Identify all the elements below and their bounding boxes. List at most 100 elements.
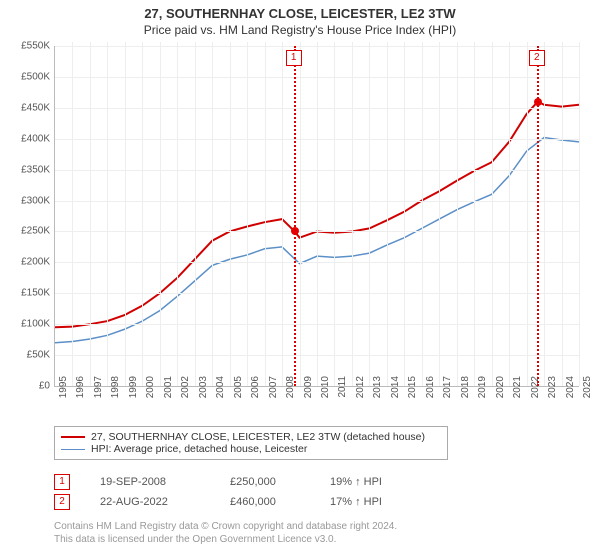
legend-label: 27, SOUTHERNHAY CLOSE, LEICESTER, LE2 3T…: [91, 431, 425, 443]
x-axis-label: 2020: [495, 376, 506, 406]
x-axis-label: 2012: [355, 376, 366, 406]
x-axis-label: 2005: [233, 376, 244, 406]
gridline-v: [247, 42, 248, 386]
y-axis-label: £500K: [2, 71, 50, 82]
x-axis-label: 1999: [128, 376, 139, 406]
gridline-v: [352, 42, 353, 386]
gridline-v: [457, 42, 458, 386]
transaction-marker: 1: [286, 50, 302, 66]
chart-container: 27, SOUTHERNHAY CLOSE, LEICESTER, LE2 3T…: [0, 0, 600, 560]
gridline-v: [317, 42, 318, 386]
footer-line: This data is licensed under the Open Gov…: [54, 533, 397, 546]
transaction-row-marker: 1: [54, 474, 70, 490]
gridline-v: [544, 42, 545, 386]
footer-line: Contains HM Land Registry data © Crown c…: [54, 520, 397, 533]
y-axis-label: £100K: [2, 319, 50, 330]
gridline-v: [265, 42, 266, 386]
transaction-marker: 2: [529, 50, 545, 66]
gridline-v: [527, 42, 528, 386]
gridline-v: [579, 42, 580, 386]
transaction-pct: 19% ↑ HPI: [330, 476, 420, 488]
x-axis-label: 2011: [337, 376, 348, 406]
x-axis-label: 2003: [198, 376, 209, 406]
gridline-v: [212, 42, 213, 386]
gridline-v: [369, 42, 370, 386]
x-axis-label: 2010: [320, 376, 331, 406]
plot-area: [54, 46, 579, 387]
gridline-v: [230, 42, 231, 386]
chart-title: 27, SOUTHERNHAY CLOSE, LEICESTER, LE2 3T…: [0, 0, 600, 21]
transaction-date: 19-SEP-2008: [100, 476, 200, 488]
gridline-v: [387, 42, 388, 386]
transaction-price: £460,000: [230, 496, 300, 508]
gridline-v: [107, 42, 108, 386]
legend-label: HPI: Average price, detached house, Leic…: [91, 443, 307, 455]
gridline-v: [492, 42, 493, 386]
x-axis-label: 2017: [442, 376, 453, 406]
gridline-v: [404, 42, 405, 386]
legend-swatch: [61, 449, 85, 450]
gridline-v: [300, 42, 301, 386]
transaction-row-marker: 2: [54, 494, 70, 510]
x-axis-label: 2016: [425, 376, 436, 406]
gridline-v: [177, 42, 178, 386]
y-axis-label: £400K: [2, 133, 50, 144]
gridline-v: [474, 42, 475, 386]
x-axis-label: 2004: [215, 376, 226, 406]
y-axis-label: £450K: [2, 102, 50, 113]
x-axis-label: 2001: [163, 376, 174, 406]
gridline-v: [422, 42, 423, 386]
gridline-v: [160, 42, 161, 386]
gridline-v: [125, 42, 126, 386]
y-axis-label: £200K: [2, 257, 50, 268]
y-axis-label: £150K: [2, 288, 50, 299]
chart-subtitle: Price paid vs. HM Land Registry's House …: [0, 21, 600, 37]
legend-item: 27, SOUTHERNHAY CLOSE, LEICESTER, LE2 3T…: [61, 431, 441, 443]
transaction-pct: 17% ↑ HPI: [330, 496, 420, 508]
x-axis-label: 2018: [460, 376, 471, 406]
y-axis-label: £550K: [2, 41, 50, 52]
y-axis-label: £300K: [2, 195, 50, 206]
x-axis-label: 1996: [75, 376, 86, 406]
legend: 27, SOUTHERNHAY CLOSE, LEICESTER, LE2 3T…: [54, 426, 448, 460]
attribution-footer: Contains HM Land Registry data © Crown c…: [54, 520, 397, 546]
y-axis-label: £0: [2, 381, 50, 392]
x-axis-label: 1995: [58, 376, 69, 406]
gridline-v: [562, 42, 563, 386]
x-axis-label: 2014: [390, 376, 401, 406]
transaction-table: 1 19-SEP-2008 £250,000 19% ↑ HPI 2 22-AUG-202…: [54, 472, 420, 512]
y-axis-label: £350K: [2, 164, 50, 175]
transaction-row: 2 22-AUG-2022 £460,000 17% ↑ HPI: [54, 492, 420, 512]
x-axis-label: 2019: [477, 376, 488, 406]
gridline-v: [90, 42, 91, 386]
x-axis-label: 2009: [303, 376, 314, 406]
transaction-price: £250,000: [230, 476, 300, 488]
transaction-date: 22-AUG-2022: [100, 496, 200, 508]
x-axis-label: 2021: [512, 376, 523, 406]
gridline-v: [509, 42, 510, 386]
x-axis-label: 2006: [250, 376, 261, 406]
transaction-vline: [294, 46, 296, 386]
y-axis-label: £50K: [2, 350, 50, 361]
gridline-v: [282, 42, 283, 386]
transaction-row: 1 19-SEP-2008 £250,000 19% ↑ HPI: [54, 472, 420, 492]
x-axis-label: 2000: [145, 376, 156, 406]
gridline-v: [142, 42, 143, 386]
gridline-v: [72, 42, 73, 386]
x-axis-label: 2025: [582, 376, 593, 406]
x-axis-label: 1997: [93, 376, 104, 406]
gridline-v: [439, 42, 440, 386]
x-axis-label: 2007: [268, 376, 279, 406]
x-axis-label: 2022: [530, 376, 541, 406]
x-axis-label: 2024: [565, 376, 576, 406]
y-axis-label: £250K: [2, 226, 50, 237]
x-axis-label: 1998: [110, 376, 121, 406]
x-axis-label: 2015: [407, 376, 418, 406]
x-axis-label: 2023: [547, 376, 558, 406]
legend-swatch: [61, 436, 85, 438]
transaction-vline: [537, 46, 539, 386]
x-axis-label: 2013: [372, 376, 383, 406]
gridline-v: [195, 42, 196, 386]
legend-item: HPI: Average price, detached house, Leic…: [61, 443, 441, 455]
gridline-v: [334, 42, 335, 386]
